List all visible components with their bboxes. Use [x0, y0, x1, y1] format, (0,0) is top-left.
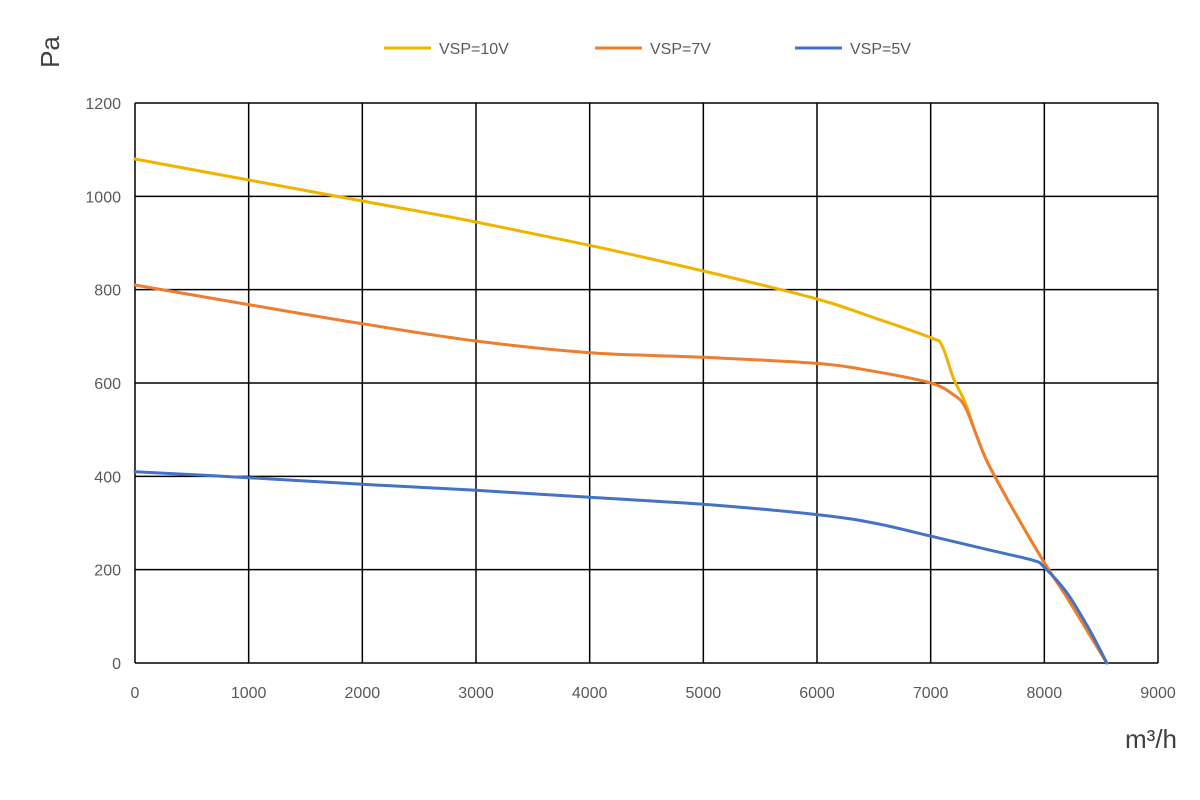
y-tick-label: 200: [94, 563, 121, 580]
x-tick-label: 6000: [799, 685, 835, 702]
plot-series: [133, 157, 1109, 665]
x-tick-label: 9000: [1140, 685, 1176, 702]
y-tick-label: 400: [94, 469, 121, 486]
y-axis-ticks: 0 200 400 600 800 1000 1200: [85, 96, 121, 673]
x-axis-title: m³/h: [1125, 724, 1177, 754]
legend-label-vsp-5v: VSP=5V: [850, 41, 911, 58]
x-tick-label: 8000: [1027, 685, 1063, 702]
series-line-vsp-7v: [133, 283, 1109, 665]
y-tick-label: 0: [112, 656, 121, 673]
x-tick-label: 3000: [458, 685, 494, 702]
x-tick-label: 2000: [345, 685, 381, 702]
y-tick-label: 1000: [85, 189, 121, 206]
legend-label-vsp-7v: VSP=7V: [650, 41, 711, 58]
x-tick-label: 7000: [913, 685, 949, 702]
legend-item-vsp-10v: VSP=10V: [384, 41, 509, 58]
x-tick-label: 5000: [686, 685, 722, 702]
grid: [134, 102, 1159, 664]
series-line-vsp-5v: [133, 470, 1109, 665]
x-axis-ticks: 0 1000 2000 3000 4000 5000 6000 7000 8000 9000: [131, 685, 1176, 702]
x-tick-label: 0: [131, 685, 140, 702]
y-tick-label: 1200: [85, 96, 121, 113]
legend: VSP=10V VSP=7V VSP=5V: [384, 41, 911, 58]
legend-item-vsp-7v: VSP=7V: [595, 41, 711, 58]
x-tick-label: 4000: [572, 685, 608, 702]
series-line-vsp-10v: [133, 157, 1109, 665]
legend-label-vsp-10v: VSP=10V: [439, 41, 509, 58]
y-tick-label: 600: [94, 376, 121, 393]
x-tick-label: 1000: [231, 685, 267, 702]
y-axis-title: Pa: [35, 36, 65, 68]
legend-item-vsp-5v: VSP=5V: [795, 41, 911, 58]
y-tick-label: 800: [94, 283, 121, 300]
